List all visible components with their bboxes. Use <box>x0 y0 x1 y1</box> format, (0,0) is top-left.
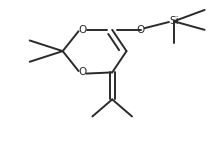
Text: O: O <box>78 25 87 35</box>
Text: O: O <box>78 67 87 77</box>
Text: O: O <box>137 25 145 35</box>
Text: Si: Si <box>169 16 179 26</box>
